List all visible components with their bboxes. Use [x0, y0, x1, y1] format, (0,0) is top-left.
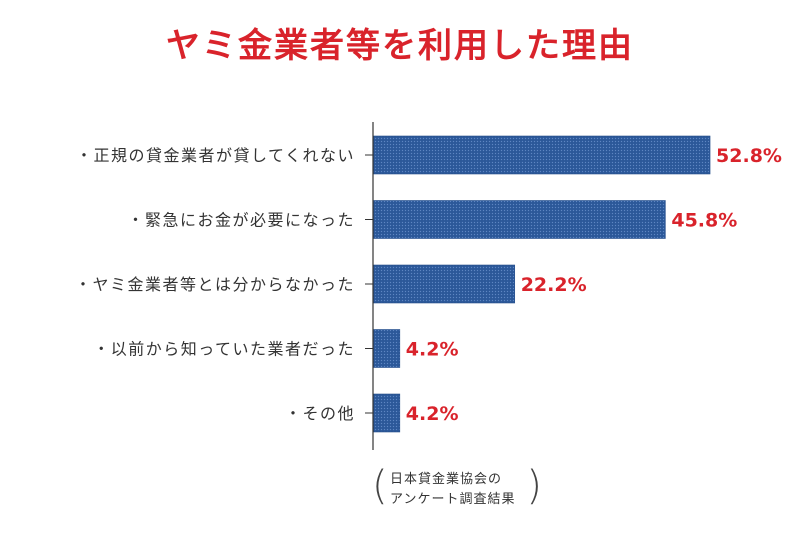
source-line-1: 日本貸金業協会の	[390, 472, 503, 487]
category-label: ・ヤミ金業者等とは分からなかった	[75, 275, 355, 294]
bar	[372, 135, 711, 175]
bar	[372, 200, 666, 239]
bar	[372, 264, 516, 304]
bar	[372, 393, 401, 433]
data-label: 45.8%	[671, 210, 737, 232]
data-label: 4.2%	[406, 339, 459, 361]
bars-group	[372, 135, 711, 433]
data-label: 52.8%	[716, 145, 782, 167]
axis-group	[365, 122, 374, 450]
data-label: 4.2%	[406, 403, 459, 425]
source-right-paren: )	[526, 463, 542, 509]
data-label: 22.2%	[521, 274, 587, 296]
source-line-2: アンケート調査結果	[390, 492, 516, 507]
category-labels-group: ・正規の貸金業者が貸してくれない・緊急にお金が必要になった・ヤミ金業者等とは分か…	[75, 146, 355, 423]
source-note: ( 日本貸金業協会の アンケート調査結果 )	[372, 463, 542, 514]
category-label: ・その他	[285, 404, 355, 423]
category-label: ・正規の貸金業者が貸してくれない	[76, 146, 355, 165]
source-left-paren: (	[372, 463, 388, 509]
value-labels-group: 52.8% 45.8% 22.2% 4.2% 4.2%	[406, 145, 782, 425]
bar	[372, 329, 401, 368]
source-text: 日本貸金業協会の アンケート調査結果	[390, 470, 515, 510]
page-title: ヤミ金業者等を利用した理由	[166, 26, 634, 66]
category-label: ・緊急にお金が必要になった	[127, 211, 355, 230]
category-label: ・以前から知っていた業者だった	[93, 340, 355, 359]
